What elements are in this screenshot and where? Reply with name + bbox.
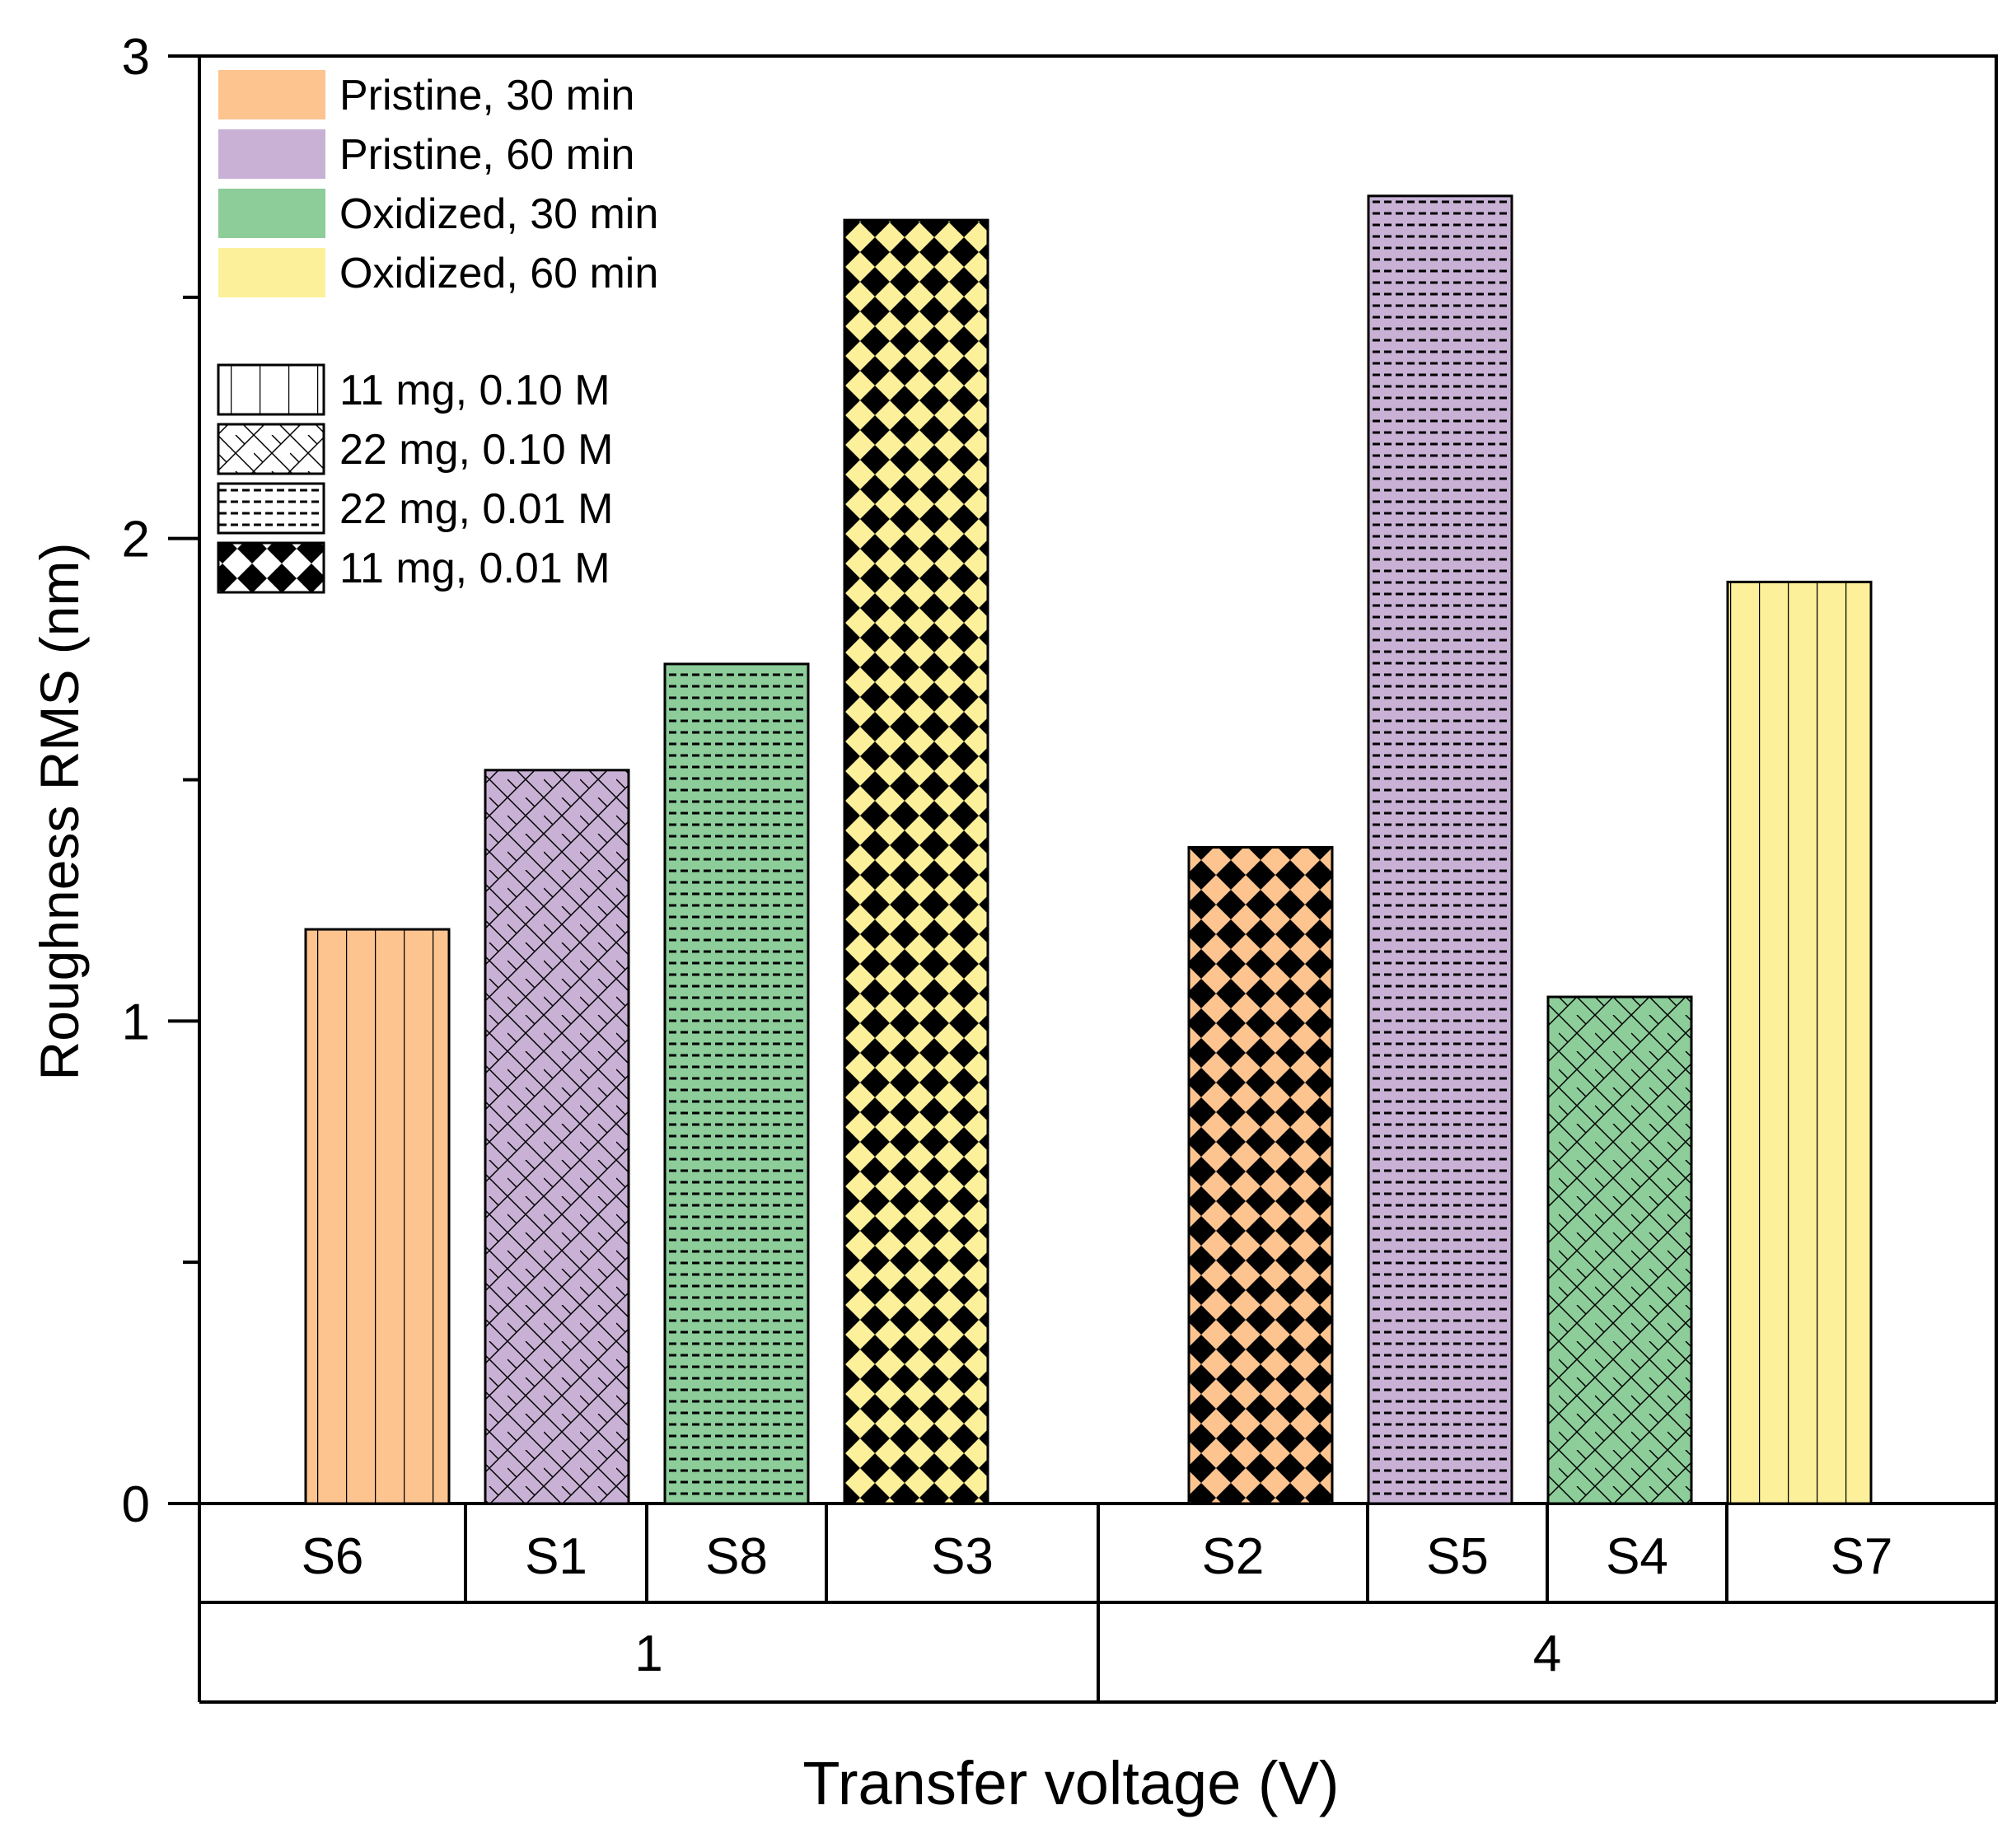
bar-outline [304,928,451,1505]
y-axis-title: Roughness RMS (nm) [29,543,90,1081]
bar-s3 [843,218,989,1505]
x-category-label: S1 [525,1528,587,1585]
bar-outline [484,769,630,1505]
legend-pattern-item: 22 mg, 0.10 M [217,423,613,475]
legend-pattern-swatch [218,484,324,533]
legend-pattern-swatch [218,424,324,474]
legend-pattern-label: 22 mg, 0.01 M [339,485,613,533]
y-tick-label: 1 [122,994,150,1050]
x-category-label: S7 [1831,1528,1893,1585]
x-category-label: S8 [705,1528,768,1585]
legend-patterns: 11 mg, 0.10 M 22 mg, 0.10 M 22 mg, 0.01 M 1… [217,363,613,594]
legend-pattern-label: 11 mg, 0.10 M [339,367,610,414]
bar-pattern [844,220,988,1504]
x-category-label: S2 [1202,1528,1265,1585]
legend-color-item: Pristine, 30 min [218,70,634,119]
legend-color-label: Oxidized, 60 min [339,250,658,297]
bar-s1 [484,769,630,1505]
x-group-label: 4 [1533,1625,1561,1682]
y-tick-label: 3 [122,29,150,86]
legend-color-item: Pristine, 60 min [218,129,634,179]
x-category-label: S3 [931,1528,994,1585]
bar-outline [1187,845,1334,1505]
bar-s6 [304,928,451,1505]
y-axis: 0 1 2 3 [122,29,201,1533]
legend-color-item: Oxidized, 60 min [218,248,658,297]
legend-color-swatch [218,248,325,297]
legend-pattern-label: 11 mg, 0.01 M [339,545,610,592]
legend-color-label: Pristine, 30 min [339,72,634,119]
legend-color-label: Pristine, 60 min [339,131,634,179]
legend-pattern-item: 22 mg, 0.01 M [217,482,613,535]
bar-pattern [1189,847,1332,1504]
bar-pattern [1368,195,1512,1504]
legend-color-swatch [218,129,325,179]
legend-color-label: Oxidized, 30 min [339,190,658,238]
legend-pattern-outline [217,363,325,416]
bar-s2 [1187,845,1334,1505]
legend-color-swatch [218,70,325,119]
bar-pattern [306,929,449,1504]
x-group-label: 1 [634,1625,662,1682]
legend-color-item: Oxidized, 30 min [218,189,658,238]
legend-colors: Pristine, 30 min Pristine, 60 min Oxidized… [218,70,658,297]
bar-pattern [665,663,808,1504]
bar-s8 [663,662,810,1505]
y-tick-label: 0 [122,1476,150,1533]
x-category-label: S5 [1426,1528,1489,1585]
bar-outline [663,662,810,1505]
bar-outline [1367,194,1513,1505]
legend-pattern-label: 22 mg, 0.10 M [339,426,613,474]
bar-s7 [1726,580,1873,1505]
legend-pattern-item: 11 mg, 0.10 M [217,363,610,416]
bars [304,194,1873,1505]
legend-color-swatch [218,189,325,238]
legend-pattern-outline [217,541,325,594]
bar-s5 [1367,194,1513,1505]
bar-outline [1726,580,1873,1505]
bar-s4 [1546,995,1693,1505]
legend-pattern-outline [217,482,325,535]
legend-pattern-swatch [218,365,324,414]
bar-pattern [485,769,629,1504]
legend-pattern-outline [217,423,325,475]
x-category-label: S6 [302,1528,364,1585]
bar-outline [1546,995,1693,1505]
legend-pattern-item: 11 mg, 0.01 M [217,541,610,594]
legend-pattern-swatch [218,543,324,592]
y-tick-label: 2 [122,512,150,568]
x-axis-title: Transfer voltage (V) [802,1749,1339,1817]
x-category-table: S6 S1 S8 S3 1 S2 S5 S4 S7 4 [198,1504,1998,1704]
bar-pattern [1728,582,1871,1504]
x-category-label: S4 [1606,1528,1668,1585]
bar-outline [843,218,989,1505]
bar-pattern [1548,997,1691,1504]
